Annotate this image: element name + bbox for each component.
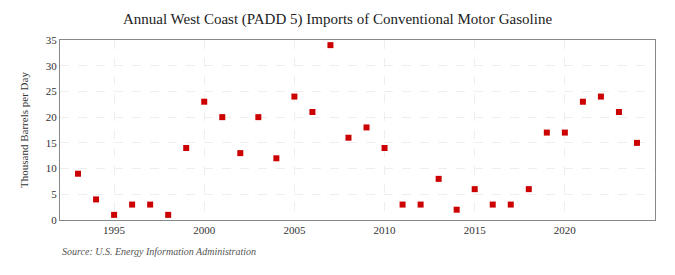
svg-text:25: 25 xyxy=(46,85,58,97)
svg-text:Source: U.S. Energy Informatio: Source: U.S. Energy Information Administ… xyxy=(62,246,256,257)
svg-text:35: 35 xyxy=(46,34,58,46)
svg-text:2015: 2015 xyxy=(464,224,487,236)
svg-text:30: 30 xyxy=(46,60,58,72)
svg-text:2000: 2000 xyxy=(193,224,216,236)
svg-text:1995: 1995 xyxy=(103,224,126,236)
svg-text:Thousand Barrels per Day: Thousand Barrels per Day xyxy=(18,72,30,188)
svg-text:2010: 2010 xyxy=(374,224,397,236)
svg-text:10: 10 xyxy=(46,162,58,174)
svg-text:2005: 2005 xyxy=(283,224,306,236)
svg-text:20: 20 xyxy=(46,111,58,123)
svg-text:0: 0 xyxy=(51,214,57,226)
svg-text:2020: 2020 xyxy=(554,224,577,236)
svg-text:5: 5 xyxy=(51,188,57,200)
svg-text:Annual West Coast (PADD 5) Imp: Annual West Coast (PADD 5) Imports of Co… xyxy=(123,11,553,28)
svg-text:15: 15 xyxy=(46,137,58,149)
